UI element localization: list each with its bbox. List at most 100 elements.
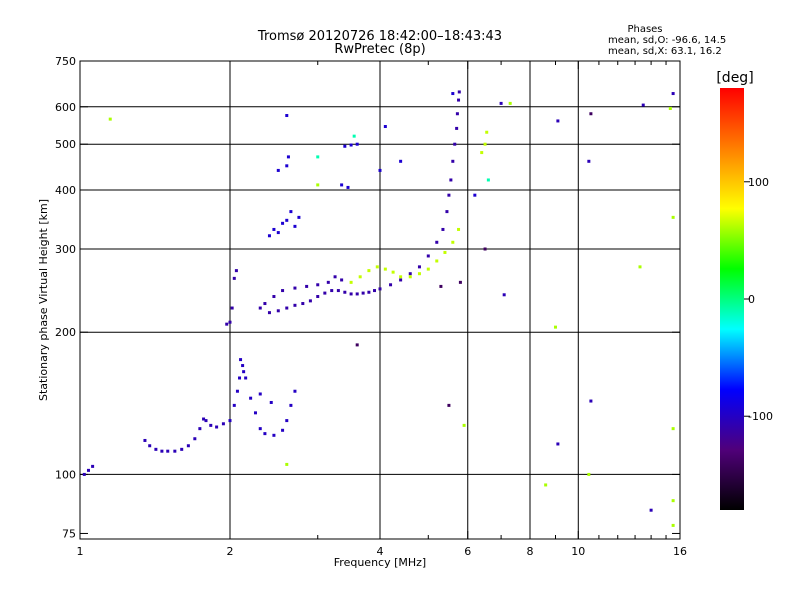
data-point bbox=[242, 370, 246, 374]
data-point bbox=[285, 462, 289, 466]
data-point bbox=[439, 284, 443, 288]
data-point bbox=[426, 254, 430, 258]
data-point bbox=[326, 280, 330, 284]
data-point bbox=[316, 155, 320, 159]
data-point bbox=[340, 183, 344, 187]
data-point bbox=[587, 472, 591, 476]
colorbar-tick-label: 100 bbox=[748, 176, 769, 189]
data-point bbox=[276, 309, 280, 313]
data-point bbox=[399, 159, 403, 163]
data-point bbox=[285, 164, 289, 168]
data-point bbox=[417, 265, 421, 269]
data-point bbox=[349, 280, 353, 284]
data-point bbox=[399, 275, 403, 279]
data-point bbox=[258, 427, 262, 431]
data-point bbox=[383, 267, 387, 271]
y-tick-label: 600 bbox=[55, 101, 76, 114]
data-point bbox=[449, 178, 453, 182]
data-point bbox=[361, 291, 365, 295]
data-point bbox=[426, 267, 430, 271]
phases-o-stats: mean, sd,O: -96.6, 14.5 bbox=[608, 35, 726, 46]
data-point bbox=[349, 292, 353, 296]
data-point bbox=[355, 343, 359, 347]
data-point bbox=[435, 240, 439, 244]
data-point bbox=[108, 117, 112, 121]
data-point bbox=[235, 389, 239, 393]
data-point bbox=[276, 231, 280, 235]
colorbar-ticks: 100 0 -100 bbox=[744, 176, 773, 423]
y-tick-label: 500 bbox=[55, 138, 76, 151]
data-point bbox=[228, 320, 232, 324]
data-point bbox=[202, 417, 206, 421]
data-point bbox=[375, 265, 379, 269]
data-point bbox=[285, 218, 289, 222]
data-point bbox=[234, 269, 238, 273]
data-point bbox=[316, 283, 320, 287]
data-point bbox=[671, 92, 675, 96]
data-point bbox=[343, 290, 347, 294]
data-point bbox=[193, 437, 197, 441]
data-point bbox=[343, 144, 347, 148]
data-point bbox=[462, 423, 466, 427]
data-point bbox=[286, 155, 290, 159]
data-point bbox=[293, 286, 297, 290]
data-point bbox=[258, 306, 262, 310]
data-point bbox=[293, 303, 297, 307]
x-tick-label: 6 bbox=[464, 545, 471, 558]
data-point bbox=[349, 143, 353, 147]
data-point bbox=[285, 306, 289, 310]
data-point bbox=[453, 142, 457, 146]
data-point bbox=[445, 210, 449, 214]
data-point bbox=[447, 403, 451, 407]
x-tick-label: 10 bbox=[571, 545, 585, 558]
y-tick-label: 100 bbox=[55, 468, 76, 481]
colorbar-tick-label: -100 bbox=[748, 410, 773, 423]
data-point bbox=[269, 400, 273, 404]
data-point bbox=[441, 227, 445, 231]
data-point bbox=[417, 272, 421, 276]
data-point bbox=[154, 447, 158, 451]
data-point bbox=[215, 425, 219, 429]
data-point bbox=[180, 447, 184, 451]
y-tick-label: 75 bbox=[62, 527, 76, 540]
data-point bbox=[451, 159, 455, 163]
data-point bbox=[272, 227, 276, 231]
x-tick-label: 8 bbox=[527, 545, 534, 558]
data-point bbox=[502, 293, 506, 297]
data-point bbox=[241, 364, 245, 368]
data-point bbox=[281, 289, 285, 293]
colorbar-label: [deg] bbox=[716, 70, 753, 86]
data-point bbox=[293, 224, 297, 228]
data-point bbox=[589, 399, 593, 403]
data-point bbox=[285, 419, 289, 423]
data-point bbox=[638, 265, 642, 269]
data-point bbox=[289, 403, 293, 407]
phases-x-stats: mean, sd,X: 63.1, 16.2 bbox=[608, 46, 722, 57]
y-tick-label: 750 bbox=[55, 55, 76, 68]
data-point bbox=[305, 284, 309, 288]
data-point bbox=[553, 325, 557, 329]
data-point bbox=[316, 295, 320, 299]
data-point bbox=[285, 114, 289, 118]
data-point bbox=[671, 499, 675, 503]
data-point bbox=[447, 193, 451, 197]
data-point bbox=[671, 523, 675, 527]
data-point bbox=[355, 292, 359, 296]
data-point bbox=[272, 433, 276, 437]
data-point bbox=[649, 508, 653, 512]
data-point bbox=[244, 376, 248, 380]
data-point bbox=[373, 289, 377, 293]
y-axis-label: Stationary phase Virtual Height [km] bbox=[37, 199, 50, 401]
data-point bbox=[352, 134, 356, 138]
data-point bbox=[228, 419, 232, 423]
y-tick-label: 200 bbox=[55, 326, 76, 339]
data-point bbox=[267, 234, 271, 238]
data-point bbox=[355, 142, 359, 146]
data-point bbox=[455, 112, 459, 116]
data-point bbox=[556, 119, 560, 123]
data-point bbox=[281, 221, 285, 225]
data-point bbox=[330, 289, 334, 293]
data-point bbox=[249, 396, 253, 400]
colorbar-tick-label: 0 bbox=[748, 293, 755, 306]
